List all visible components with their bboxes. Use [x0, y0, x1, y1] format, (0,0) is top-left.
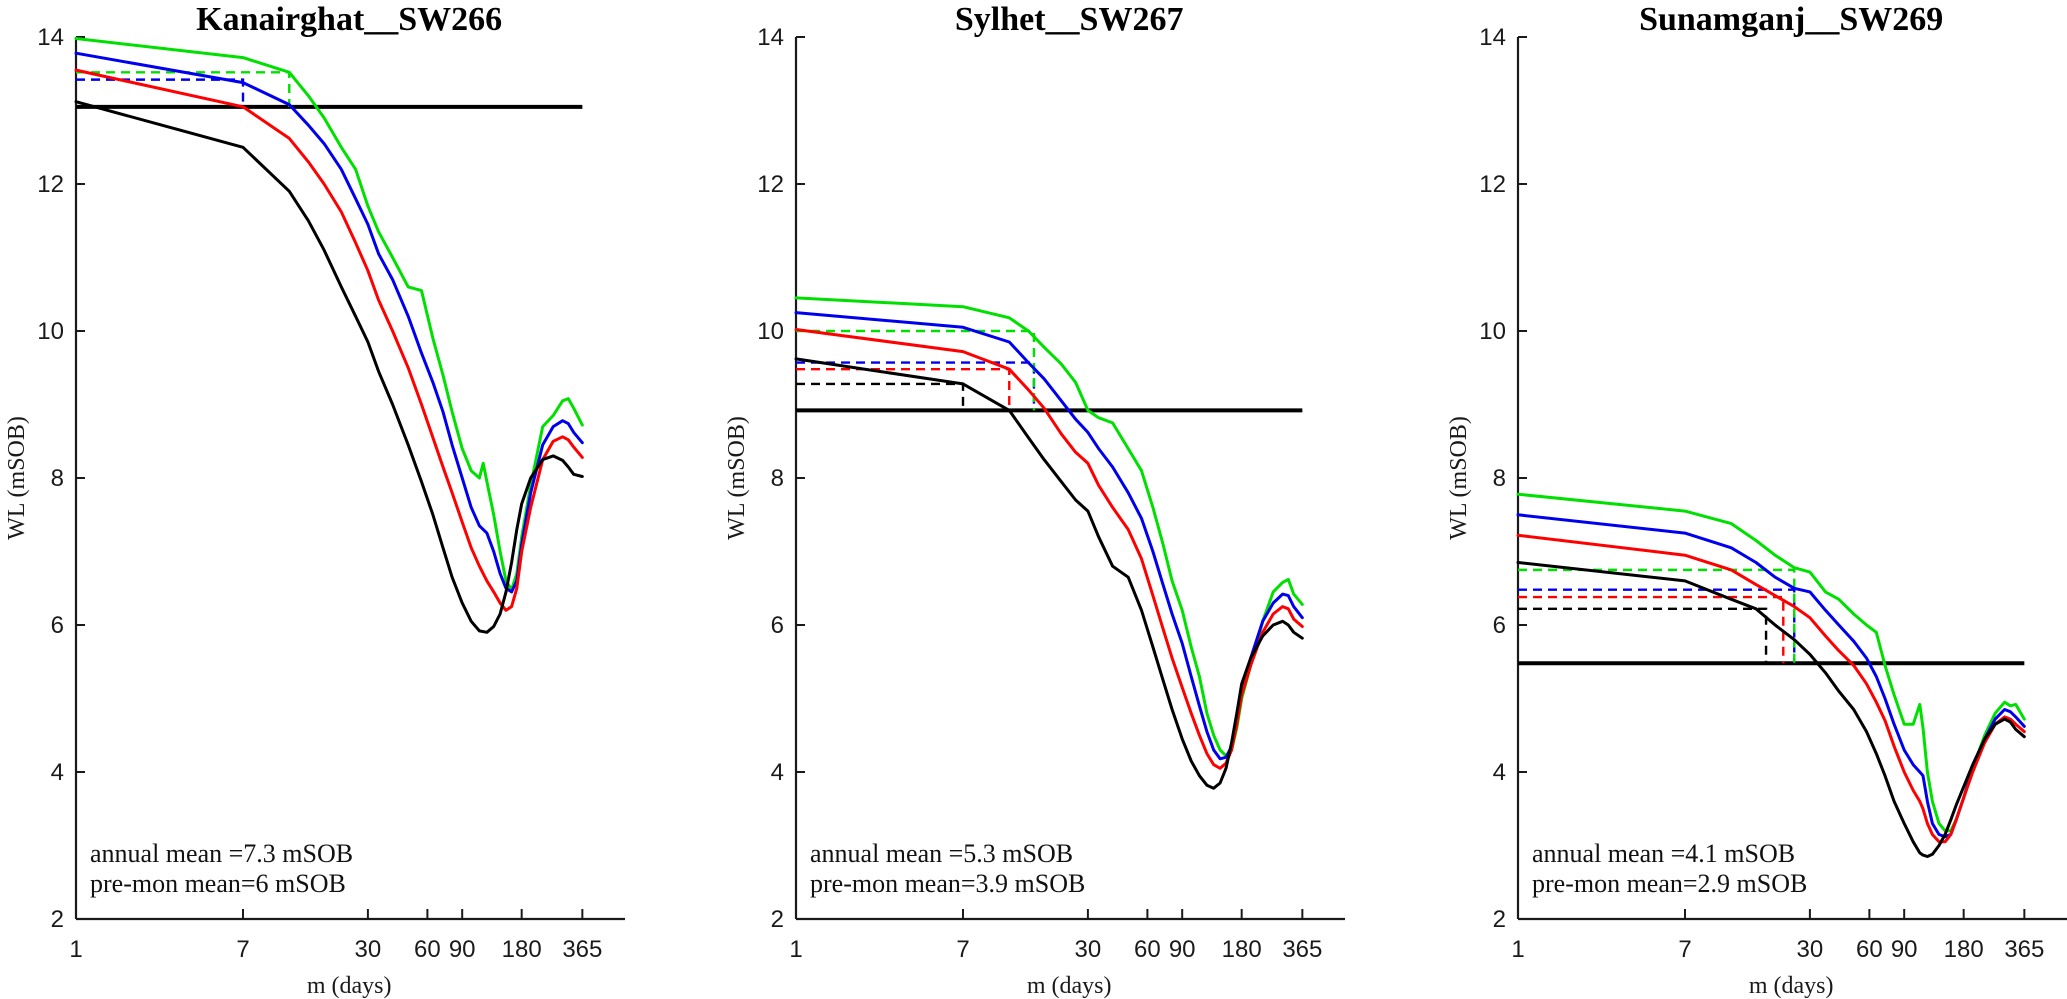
series-line-blue [1516, 513, 2026, 839]
y-tick-label: 4 [51, 759, 64, 786]
reference-marker [1518, 607, 1768, 664]
y-tick-label: 10 [757, 318, 784, 345]
x-tick-label: 180 [1222, 936, 1262, 963]
reference-marker [1518, 568, 1796, 664]
series-line-black [794, 357, 1304, 790]
panel-title: Sunamganj__SW269 [1639, 1, 1943, 38]
y-axis-label: WL (mSOB) [724, 416, 750, 540]
series-line-red [1516, 533, 2026, 844]
y-tick-label: 4 [1493, 759, 1506, 786]
y-tick-label: 2 [771, 906, 784, 933]
x-axis-label: m (days) [307, 973, 392, 999]
x-tick-label: 180 [1944, 936, 1984, 963]
y-tick-label: 8 [51, 465, 64, 492]
x-tick-label: 7 [236, 936, 249, 963]
x-tick-label: 365 [562, 936, 602, 963]
x-tick-label: 7 [1678, 936, 1691, 963]
x-tick-label: 365 [1282, 936, 1322, 963]
x-tick-label: 180 [502, 936, 542, 963]
series-line-black [74, 100, 584, 634]
x-axis-label: m (days) [1027, 973, 1112, 999]
y-tick-label: 2 [51, 906, 64, 933]
series-line-blue [794, 311, 1304, 761]
panel-kanairghat: Kanairghat__SW266 m (days) WL (mSOB) ann… [4, 1, 625, 999]
x-tick-label: 365 [2004, 936, 2044, 963]
series-line-red [74, 68, 584, 612]
series-line-blue [74, 51, 584, 594]
y-tick-label: 6 [51, 612, 64, 639]
reference-marker [796, 361, 1036, 411]
x-tick-label: 30 [355, 936, 382, 963]
reference-marker [796, 329, 1036, 411]
x-tick-label: 90 [1169, 936, 1196, 963]
panel-title: Sylhet__SW267 [955, 1, 1184, 38]
y-axis-label: WL (mSOB) [1446, 416, 1472, 540]
x-tick-label: 60 [1856, 936, 1883, 963]
y-axis-label: WL (mSOB) [4, 416, 30, 540]
x-tick-label: 60 [1134, 936, 1161, 963]
panel-title: Kanairghat__SW266 [196, 1, 502, 38]
y-tick-label: 6 [1493, 612, 1506, 639]
y-tick-label: 14 [37, 24, 64, 51]
y-tick-label: 10 [1479, 318, 1506, 345]
x-axis-label: m (days) [1749, 973, 1834, 999]
x-tick-label: 1 [69, 936, 82, 963]
x-tick-label: 30 [1797, 936, 1824, 963]
y-tick-label: 10 [37, 318, 64, 345]
pre-monsoon-mean-annotation: pre-mon mean=2.9 mSOB [1532, 869, 1807, 898]
reference-marker [1518, 588, 1796, 664]
reference-marker [1518, 595, 1785, 664]
y-tick-label: 14 [1479, 24, 1506, 51]
panel-sunamganj: Sunamganj__SW269 m (days) WL (mSOB) annu… [1446, 1, 2067, 999]
pre-monsoon-mean-annotation: pre-mon mean=6 mSOB [90, 869, 346, 898]
y-tick-label: 6 [771, 612, 784, 639]
x-tick-label: 1 [789, 936, 802, 963]
x-tick-label: 30 [1075, 936, 1102, 963]
y-tick-label: 8 [1493, 465, 1506, 492]
y-tick-label: 2 [1493, 906, 1506, 933]
pre-monsoon-mean-annotation: pre-mon mean=3.9 mSOB [810, 869, 1085, 898]
y-tick-label: 8 [771, 465, 784, 492]
x-tick-label: 7 [956, 936, 969, 963]
y-tick-label: 12 [37, 171, 64, 198]
x-tick-label: 90 [1891, 936, 1918, 963]
annual-mean-annotation: annual mean =7.3 mSOB [90, 839, 353, 868]
x-tick-label: 60 [414, 936, 441, 963]
series-line-black [1516, 561, 2026, 858]
series-line-green [794, 296, 1304, 758]
x-tick-label: 1 [1511, 936, 1524, 963]
reference-marker [76, 78, 245, 107]
series-line-green [74, 37, 584, 592]
y-tick-label: 12 [757, 171, 784, 198]
y-tick-label: 12 [1479, 171, 1506, 198]
y-tick-label: 4 [771, 759, 784, 786]
x-tick-label: 90 [449, 936, 476, 963]
panel-sylhet: Sylhet__SW267 m (days) WL (mSOB) annual … [724, 1, 1345, 999]
annual-mean-annotation: annual mean =5.3 mSOB [810, 839, 1073, 868]
annual-mean-annotation: annual mean =4.1 mSOB [1532, 839, 1795, 868]
reference-marker [796, 382, 965, 411]
y-tick-label: 14 [757, 24, 784, 51]
series-line-red [794, 328, 1304, 770]
